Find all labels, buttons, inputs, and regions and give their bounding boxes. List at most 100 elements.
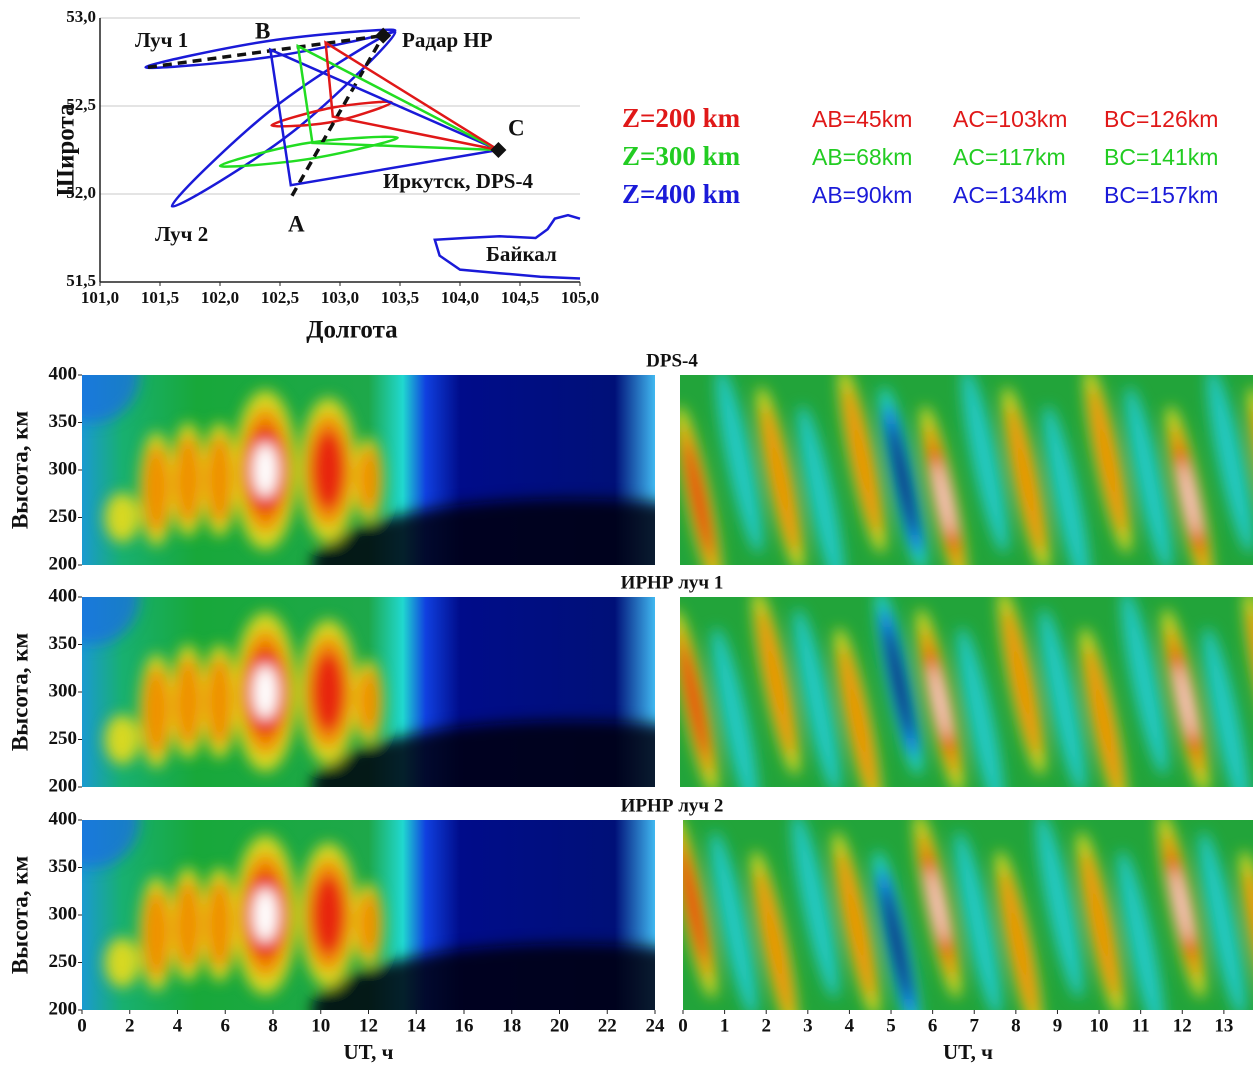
texture: [206, 880, 234, 969]
y-tick-label: 400: [49, 363, 78, 384]
marker: [490, 142, 506, 158]
texture: [143, 890, 171, 979]
x-tick-label: 6: [221, 1015, 231, 1036]
y-tick-label: 200: [49, 998, 78, 1019]
figure: 51,552,052,553,0101,0101,5102,0102,5103,…: [0, 0, 1257, 1068]
x-tick-label: 13: [1214, 1015, 1233, 1036]
x-tick-label: 8: [1011, 1015, 1021, 1036]
distance-value: BC=126km: [1104, 106, 1218, 132]
x-tick-label: 103,0: [321, 288, 359, 307]
x-tick-label: 101,0: [81, 288, 119, 307]
x-tick-label: 12: [359, 1015, 378, 1036]
x-tick-label: 4: [173, 1015, 183, 1036]
y-axis-label: Высота, км: [7, 411, 32, 529]
y-tick-label: 250: [49, 728, 78, 749]
heatmap-image: [666, 365, 1257, 594]
x-tick-label: 7: [969, 1015, 979, 1036]
y-axis-label: Высота, км: [7, 856, 32, 974]
y-tick-label: 200: [49, 553, 78, 574]
annotation: Луч 1: [135, 28, 188, 52]
x-tick-label: 24: [646, 1015, 666, 1036]
panel-title: ИРНР луч 1: [621, 572, 724, 593]
map-line: [270, 50, 498, 186]
distance-row-label: Z=300 km: [622, 141, 741, 171]
y-axis-label: Высота, км: [7, 633, 32, 751]
x-tick-label: 105,0: [561, 288, 599, 307]
annotation: C: [508, 115, 525, 140]
texture: [143, 667, 171, 756]
annotation: Луч 2: [155, 222, 208, 246]
distance-value: BC=141km: [1104, 144, 1218, 170]
x-tick-label: 6: [928, 1015, 938, 1036]
texture: [311, 430, 345, 511]
distance-value: AB=68km: [812, 144, 912, 170]
panel-title: DPS-4: [646, 350, 698, 371]
page: 51,552,052,553,0101,0101,5102,0102,5103,…: [0, 0, 1257, 1068]
annotation: A: [288, 211, 305, 236]
x-axis-label: UT, ч: [344, 1040, 394, 1064]
x-tick-label: 2: [125, 1015, 135, 1036]
y-tick-label: 53,0: [66, 7, 96, 26]
y-tick-label: 350: [49, 411, 78, 432]
texture: [105, 715, 139, 764]
y-axis-label: Широта: [53, 103, 80, 197]
x-tick-label: 104,0: [441, 288, 479, 307]
texture: [253, 443, 278, 497]
annotation: Радар НР: [402, 28, 493, 52]
y-tick-label: 400: [49, 808, 78, 829]
texture: [311, 875, 345, 956]
distance-value: AC=103km: [953, 106, 1067, 132]
x-tick-label: 8: [268, 1015, 278, 1036]
x-axis-label: UT, ч: [943, 1040, 993, 1064]
x-tick-label: 0: [77, 1015, 87, 1036]
panel-title: ИРНР луч 2: [621, 795, 724, 816]
x-tick-label: 1: [720, 1015, 730, 1036]
y-tick-label: 350: [49, 633, 78, 654]
texture: [174, 435, 202, 524]
annotation: B: [255, 18, 270, 43]
x-axis-label: Долгота: [306, 317, 398, 344]
texture: [105, 493, 139, 542]
distance-value: AC=117km: [953, 144, 1066, 170]
x-tick-label: 20: [550, 1015, 569, 1036]
x-tick-label: 102,0: [201, 288, 239, 307]
texture: [105, 938, 139, 987]
map-line: [326, 43, 499, 150]
texture: [253, 665, 278, 719]
x-tick-label: 2: [761, 1015, 771, 1036]
x-tick-label: 102,5: [261, 288, 299, 307]
texture: [174, 657, 202, 746]
y-tick-label: 250: [49, 951, 78, 972]
distance-value: AC=134km: [953, 182, 1067, 208]
texture: [253, 888, 278, 942]
texture: [311, 652, 345, 733]
texture: [206, 657, 234, 746]
texture: [174, 880, 202, 969]
x-tick-label: 16: [455, 1015, 474, 1036]
x-tick-label: 14: [407, 1015, 427, 1036]
heatmap-image: [662, 587, 1257, 816]
x-tick-label: 11: [1132, 1015, 1150, 1036]
distance-row-label: Z=400 km: [622, 179, 741, 209]
x-tick-label: 22: [598, 1015, 617, 1036]
y-tick-label: 400: [49, 585, 78, 606]
x-tick-label: 9: [1053, 1015, 1063, 1036]
annotation: Байкал: [486, 242, 557, 266]
heatmap-image: [661, 810, 1257, 1039]
x-tick-label: 0: [678, 1015, 688, 1036]
y-tick-label: 200: [49, 775, 78, 796]
x-tick-label: 3: [803, 1015, 813, 1036]
texture: [206, 435, 234, 524]
distance-value: AB=45km: [812, 106, 912, 132]
texture: [357, 892, 380, 957]
x-tick-label: 12: [1173, 1015, 1192, 1036]
x-tick-label: 104,5: [501, 288, 539, 307]
x-tick-label: 5: [886, 1015, 896, 1036]
distance-value: AB=90km: [812, 182, 912, 208]
distance-row-label: Z=200 km: [622, 103, 741, 133]
distance-value: BC=157km: [1104, 182, 1218, 208]
annotation: Иркутск, DPS-4: [383, 169, 533, 193]
texture: [357, 447, 380, 512]
texture: [143, 445, 171, 534]
y-tick-label: 300: [49, 680, 78, 701]
